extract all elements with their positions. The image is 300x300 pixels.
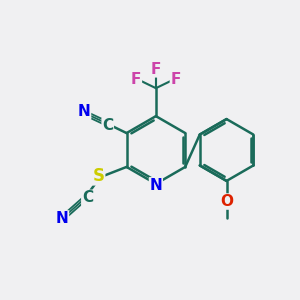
Text: F: F bbox=[170, 72, 181, 87]
Text: S: S bbox=[93, 167, 105, 185]
Text: C: C bbox=[82, 190, 93, 205]
Text: F: F bbox=[131, 72, 141, 87]
Text: F: F bbox=[151, 62, 161, 77]
Text: C: C bbox=[102, 118, 113, 133]
Text: N: N bbox=[56, 211, 68, 226]
Text: N: N bbox=[78, 104, 91, 119]
Text: N: N bbox=[149, 178, 162, 193]
Text: O: O bbox=[220, 194, 233, 209]
